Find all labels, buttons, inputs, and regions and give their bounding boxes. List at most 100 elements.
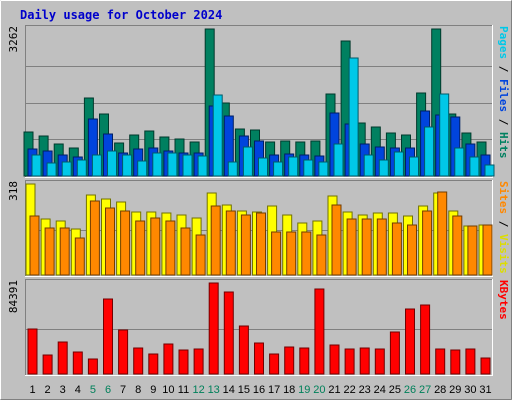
bar-sites: [316, 234, 327, 276]
bar-pages: [454, 147, 465, 177]
bar-pages: [137, 160, 148, 177]
bar-kbytes: [72, 351, 83, 375]
panel-max-label: 318: [7, 181, 20, 201]
bar-sites: [89, 200, 100, 276]
panels-layer: 3262 Pages / Files / Hits 318 Sites / Visit…: [7, 25, 510, 376]
bar-sites: [271, 231, 282, 276]
bar-kbytes: [359, 347, 370, 375]
day-label: 2: [45, 384, 51, 396]
day-label: 11: [178, 384, 189, 396]
bar-kbytes: [178, 349, 189, 375]
bar-pages: [363, 154, 374, 177]
day-label: 23: [359, 384, 371, 396]
bar-kbytes: [133, 347, 144, 375]
chart-title: Daily usage for October 2024: [20, 8, 222, 22]
bar-pages: [242, 146, 253, 177]
bar-pages: [393, 151, 404, 177]
bar-sites: [225, 210, 236, 276]
day-label: 24: [374, 384, 386, 396]
bar-kbytes: [269, 353, 280, 375]
series-pages: [31, 57, 495, 177]
bar-pages: [182, 154, 193, 177]
legend-segment: /: [497, 112, 510, 132]
bar-pages: [76, 159, 87, 177]
panel-legend: KBytes: [497, 280, 510, 320]
day-label: 1: [29, 384, 35, 396]
bar-pages: [484, 164, 495, 177]
bar-pages: [273, 161, 284, 177]
bar-sites: [301, 231, 312, 276]
day-label: 13: [208, 384, 220, 396]
bar-pages: [303, 159, 314, 177]
bar-sites: [346, 218, 357, 276]
bar-pages: [378, 159, 389, 177]
bar-sites: [150, 217, 161, 276]
bar-pages: [167, 152, 178, 177]
day-label: 12: [192, 384, 204, 396]
day-label: 14: [223, 384, 235, 396]
bar-sites: [286, 231, 297, 276]
legend-segment: Hits: [497, 132, 510, 159]
day-label: 16: [253, 384, 265, 396]
bar-kbytes: [405, 308, 415, 375]
bar-pages: [91, 154, 102, 177]
day-label: 4: [75, 384, 81, 396]
bar-kbytes: [299, 347, 310, 375]
bar-kbytes: [314, 288, 325, 375]
day-label: 29: [449, 384, 461, 396]
bar-sites: [180, 227, 191, 276]
bar-pages: [258, 157, 268, 177]
bar-sites: [467, 225, 478, 276]
bar-sites: [361, 218, 372, 276]
day-label: 31: [479, 384, 491, 396]
bar-sites: [44, 227, 55, 276]
day-label: 8: [135, 384, 141, 396]
legend-segment: /: [497, 59, 510, 79]
day-label: 17: [268, 384, 280, 396]
day-label: 10: [162, 384, 174, 396]
bar-kbytes: [223, 291, 234, 375]
bar-sites: [120, 210, 131, 276]
series-sites: [29, 191, 493, 276]
bar-kbytes: [465, 348, 476, 375]
bar-kbytes: [163, 343, 174, 375]
panel-3: 84391 KBytes: [7, 279, 510, 376]
bar-kbytes: [87, 358, 98, 375]
bar-kbytes: [374, 348, 385, 375]
bar-sites: [256, 212, 266, 276]
bar-kbytes: [208, 282, 219, 375]
day-label: 27: [419, 384, 431, 396]
panel-1: 3262 Pages / Files / Hits: [7, 25, 510, 178]
bar-sites: [391, 222, 402, 276]
day-label: 7: [120, 384, 126, 396]
bar-sites: [376, 218, 387, 276]
bar-pages: [469, 156, 480, 177]
bar-sites: [135, 220, 146, 276]
bar-pages: [333, 143, 344, 177]
bar-pages: [439, 93, 450, 177]
bar-sites: [210, 205, 221, 276]
day-label: 3: [60, 384, 66, 396]
legend-segment: Files: [497, 79, 510, 112]
bar-pages: [212, 94, 223, 177]
bar-kbytes: [27, 328, 38, 375]
bar-pages: [424, 126, 435, 177]
bar-sites: [29, 215, 40, 276]
bar-pages: [318, 161, 329, 177]
bar-kbytes: [329, 344, 340, 375]
bar-kbytes: [435, 348, 446, 375]
panel-legend: Pages / Files / Hits: [497, 26, 510, 159]
bar-kbytes: [193, 348, 204, 375]
bar-pages: [197, 155, 208, 177]
bar-sites: [407, 224, 417, 276]
legend-segment: Pages: [497, 26, 510, 59]
bar-kbytes: [480, 357, 491, 375]
day-label: 21: [328, 384, 340, 396]
bar-kbytes: [103, 298, 113, 375]
panel-2: 318 Sites / Visits: [7, 180, 510, 277]
panel-legend: Sites / Visits: [497, 181, 510, 274]
day-label: 18: [283, 384, 295, 396]
legend-segment: Visits: [497, 234, 510, 274]
bar-pages: [227, 161, 238, 177]
bar-pages: [348, 57, 359, 177]
